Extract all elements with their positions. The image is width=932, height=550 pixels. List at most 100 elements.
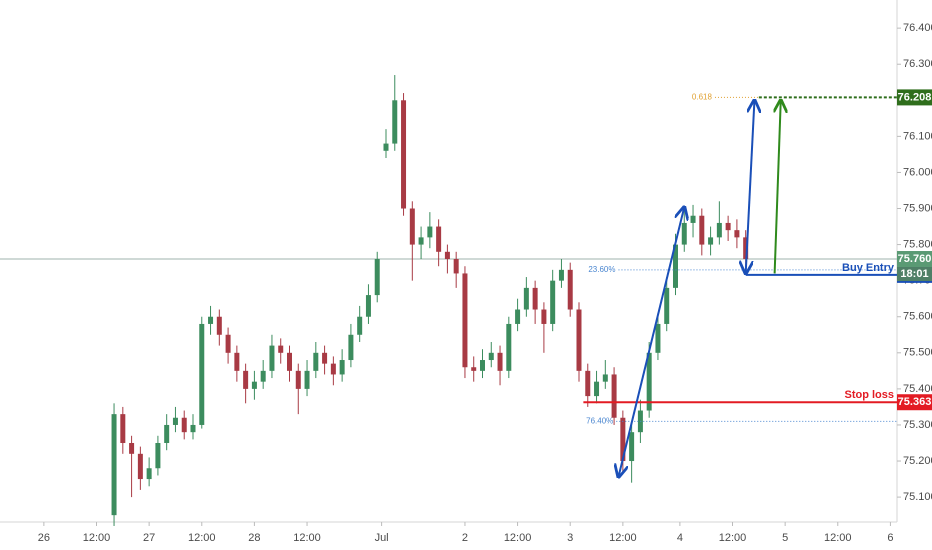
candle-body — [690, 215, 696, 223]
candle-body — [365, 295, 371, 317]
x-tick-label: 4 — [677, 532, 683, 544]
candle-body — [357, 316, 363, 335]
x-tick-label: 5 — [782, 532, 788, 544]
x-tick-label: 12:00 — [824, 532, 852, 544]
candle-body — [453, 259, 459, 274]
x-tick-label: 28 — [248, 532, 260, 544]
arrow — [618, 207, 684, 477]
x-tick-label: 12:00 — [83, 532, 111, 544]
y-tick-label: 75.300 — [903, 419, 932, 431]
candle-body — [479, 360, 485, 371]
x-tick-label: Jul — [375, 532, 389, 544]
candle-body — [506, 323, 512, 371]
candle-body — [734, 230, 740, 238]
candle-body — [567, 269, 573, 310]
candle-body — [225, 334, 231, 353]
candle-body — [313, 352, 319, 371]
x-tick-label: 12:00 — [719, 532, 747, 544]
candle-body — [541, 309, 547, 324]
countdown-text: 18:01 — [900, 268, 928, 280]
candle-body — [286, 352, 292, 371]
candle-body — [462, 273, 468, 368]
candle-body — [550, 280, 556, 324]
candle-body — [269, 345, 275, 371]
candle-body — [611, 374, 617, 418]
x-tick-label: 12:00 — [188, 532, 216, 544]
candle-body — [629, 432, 635, 462]
y-tick-label: 75.800 — [903, 238, 932, 250]
candle-body — [120, 414, 126, 443]
price-tag-text: 75.363 — [898, 396, 932, 408]
candle-body — [304, 370, 310, 389]
y-tick-label: 76.400 — [903, 22, 932, 34]
candle-body — [699, 215, 705, 245]
candle-body — [594, 381, 600, 397]
candle-body — [330, 363, 336, 375]
candle-body — [444, 251, 450, 260]
candle-body — [497, 352, 503, 371]
candle-body — [427, 226, 433, 238]
candle-body — [181, 417, 187, 433]
x-tick-label: 2 — [462, 532, 468, 544]
candle-body — [111, 414, 117, 516]
x-tick-label: 6 — [887, 532, 893, 544]
candle-body — [146, 468, 152, 480]
y-tick-label: 76.300 — [903, 58, 932, 70]
y-tick-label: 76.000 — [903, 166, 932, 178]
candle-body — [278, 345, 284, 353]
candle-body — [383, 143, 389, 151]
candle-body — [216, 316, 222, 335]
fib-label: 0.618 — [692, 93, 713, 102]
candle-body — [488, 352, 494, 361]
arrow — [775, 100, 781, 274]
candle-body — [576, 309, 582, 371]
countdown-tag — [897, 267, 932, 282]
level-label: Buy Entry — [842, 262, 895, 274]
x-tick-label: 12:00 — [504, 532, 532, 544]
price-tag — [897, 89, 932, 106]
candle-body — [374, 259, 380, 296]
candle-body — [199, 323, 205, 425]
candle-body — [234, 352, 240, 371]
candle-body — [664, 287, 670, 324]
candle-body — [436, 226, 442, 252]
candle-body — [260, 370, 266, 382]
x-tick-label: 12:00 — [609, 532, 637, 544]
price-tag — [897, 251, 932, 268]
candle-body — [392, 100, 398, 144]
candle-body — [137, 453, 143, 480]
x-tick-label: 26 — [38, 532, 50, 544]
candle-body — [208, 316, 214, 324]
y-tick-label: 75.900 — [903, 202, 932, 214]
candle-body — [532, 287, 538, 310]
fib-label: 76.40% — [586, 416, 613, 425]
x-tick-label: 3 — [567, 532, 573, 544]
candle-body — [348, 334, 354, 361]
x-tick-label: 12:00 — [293, 532, 321, 544]
candle-body — [523, 287, 529, 310]
y-tick-label: 75.600 — [903, 311, 932, 323]
candle-body — [655, 323, 661, 353]
candle-body — [164, 424, 170, 443]
y-tick-label: 75.400 — [903, 383, 932, 395]
arrow — [746, 100, 755, 273]
candle-body — [190, 424, 196, 433]
candle-body — [243, 370, 249, 389]
y-tick-label: 75.100 — [903, 491, 932, 503]
candle-body — [716, 222, 722, 238]
candle-body — [585, 370, 591, 397]
fib-label: 23.60% — [588, 265, 615, 274]
candle-body — [155, 442, 161, 469]
price-tag-text: 75.760 — [898, 253, 932, 265]
candle-body — [602, 374, 608, 382]
candle-body — [708, 237, 714, 245]
candle-body — [339, 360, 345, 375]
y-tick-label: 75.200 — [903, 455, 932, 467]
price-tag — [897, 394, 932, 411]
candle-body — [322, 352, 328, 364]
x-tick-label: 27 — [143, 532, 155, 544]
candle-body — [558, 269, 564, 281]
candle-body — [172, 417, 178, 425]
y-tick-label: 75.500 — [903, 347, 932, 359]
